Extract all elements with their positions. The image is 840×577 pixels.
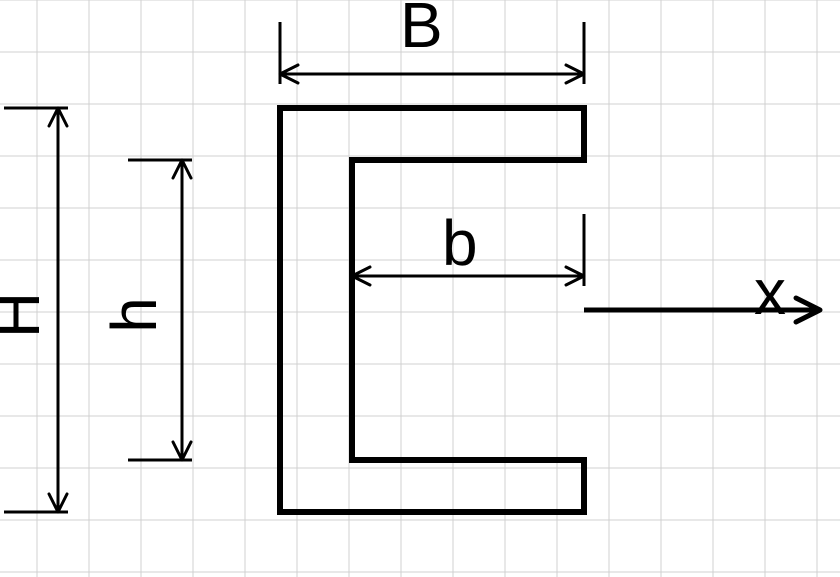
label-x: x [754,255,786,329]
label-h: h [97,297,171,333]
label-B: B [400,0,443,62]
label-H: H [0,292,54,338]
engineering-diagram [0,0,840,577]
label-b: b [442,206,478,280]
